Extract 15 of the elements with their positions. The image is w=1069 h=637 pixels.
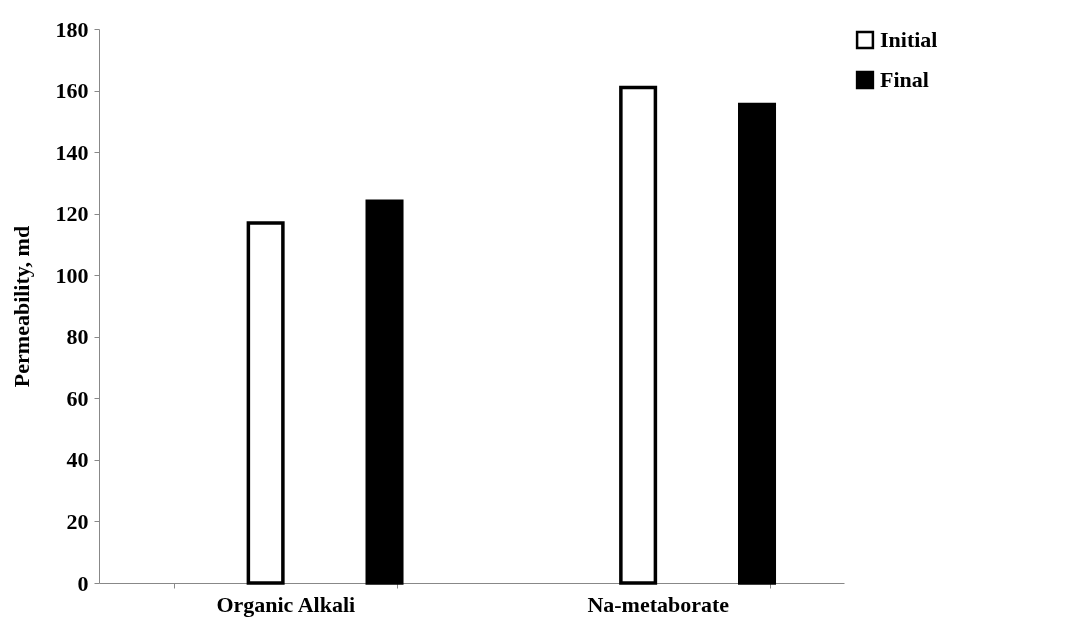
legend-label: Initial xyxy=(880,27,938,52)
y-tick-label: 80 xyxy=(66,324,89,350)
y-tick-label: 100 xyxy=(55,262,89,288)
y-axis-title: Permeability, md xyxy=(8,225,34,388)
y-tick-label: 120 xyxy=(55,201,89,227)
legend-label: Final xyxy=(880,67,929,92)
y-tick-label: 140 xyxy=(55,139,89,165)
y-tick-label: 0 xyxy=(77,570,89,596)
x-tick-label: Organic Alkali xyxy=(216,591,356,617)
y-tick-label: 180 xyxy=(55,16,89,42)
y-tick-label: 20 xyxy=(66,508,89,534)
y-tick-label: 60 xyxy=(66,385,89,411)
y-tick-label: 40 xyxy=(66,447,89,473)
x-tick-label: Na-metaborate xyxy=(587,591,730,617)
y-tick-label: 160 xyxy=(55,78,89,104)
